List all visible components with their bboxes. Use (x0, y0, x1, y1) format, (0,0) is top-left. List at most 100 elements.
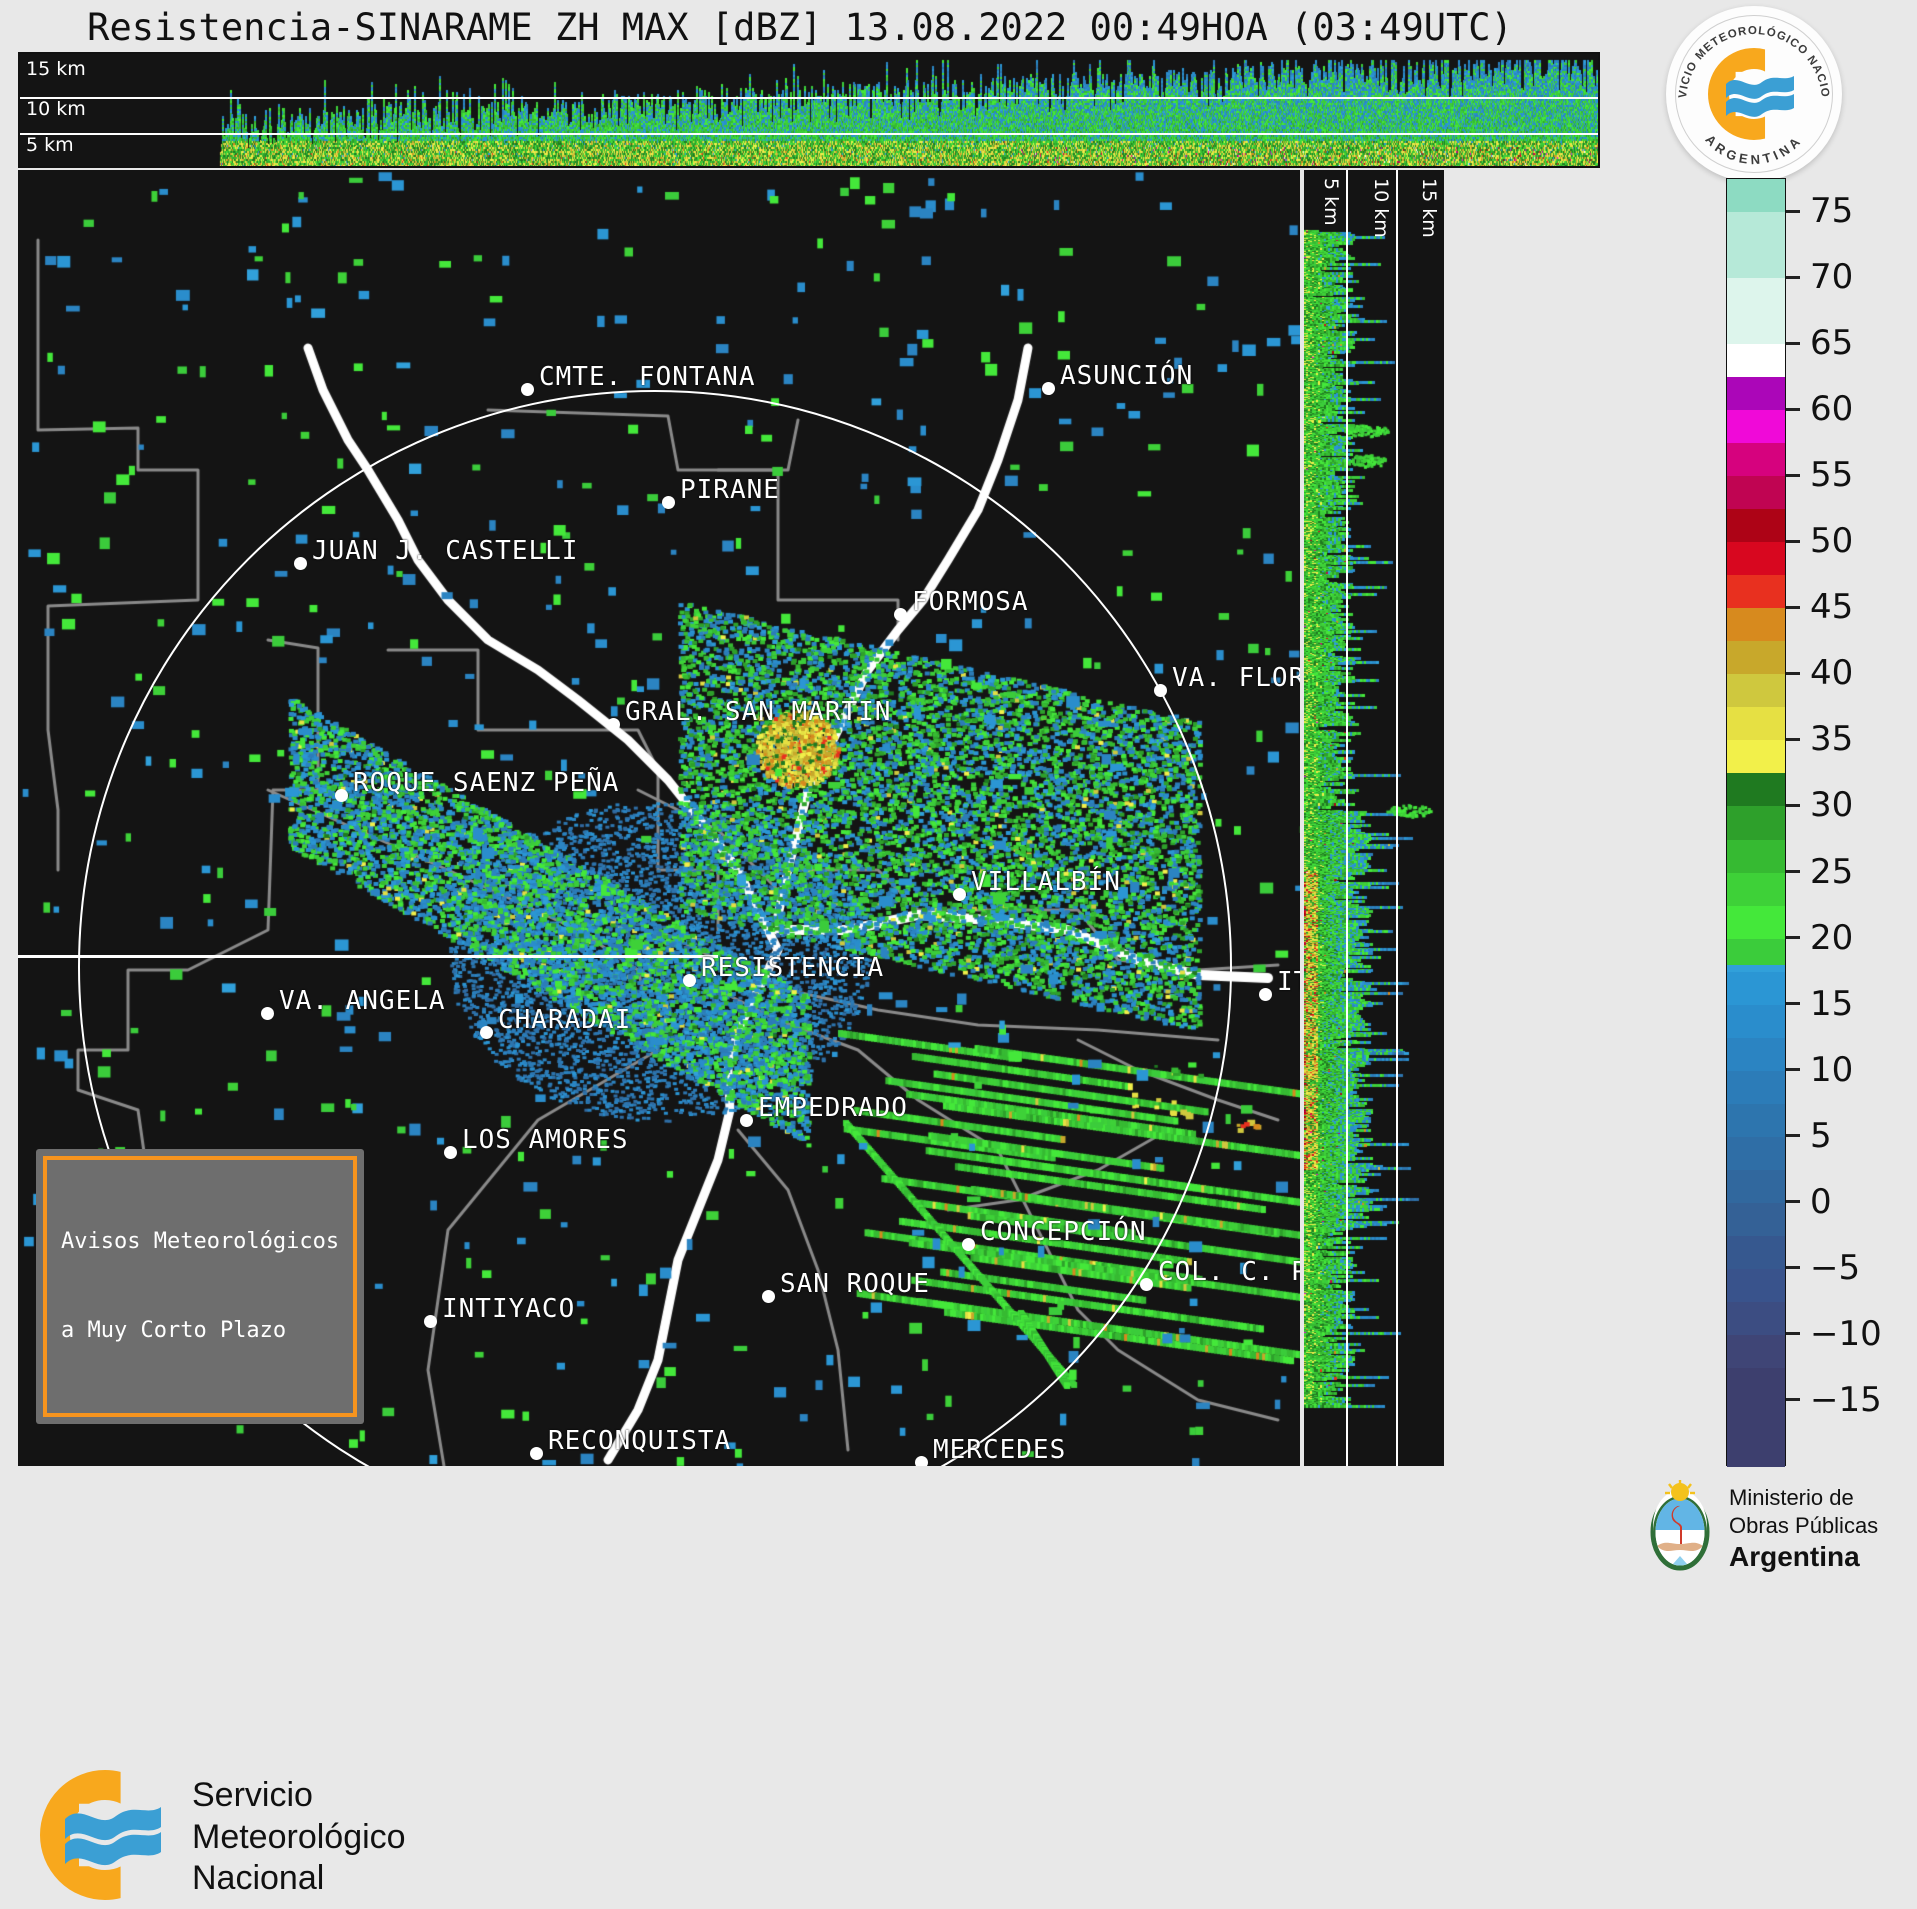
city-label: CHARADAI (498, 1005, 632, 1035)
colorbar (1726, 178, 1786, 1467)
colorbar-tick-label: 10 (1810, 1049, 1854, 1090)
city-label: ROQUE SAENZ PEÑA (353, 768, 620, 798)
ministry-logo-text: Ministerio de Obras Públicas Argentina (1729, 1484, 1878, 1574)
colorbar-tick-label: 35 (1810, 719, 1854, 760)
radar-map[interactable]: CMTE. FONTANA ASUNCIÓN PIRANE JUAN J. CASTE… (18, 170, 1300, 1466)
colorbar-segment (1727, 872, 1785, 906)
colorbar-segment (1727, 1268, 1785, 1302)
footer: Servicio Meteorológico Nacional (0, 1470, 1917, 1909)
city-dot-icon (1259, 988, 1272, 1001)
colorbar-tick-labels: −15 −10 −5 0 5 10 15 20 25 30 35 40 45 50 55 60 65 70 75 (1786, 178, 1916, 1466)
colorbar-segment (1727, 344, 1785, 378)
colorbar-segment (1727, 1037, 1785, 1071)
colorbar-gradient (1726, 178, 1786, 1467)
colorbar-segment (1727, 839, 1785, 873)
height-gridline-5km-v (1346, 170, 1348, 1466)
colorbar-tick-mark (1786, 1266, 1800, 1270)
colorbar-segment (1727, 1136, 1785, 1170)
colorbar-segment (1727, 476, 1785, 510)
colorbar-segment (1727, 674, 1785, 708)
smn-flag-waves-icon (1726, 76, 1794, 117)
colorbar-tick-mark (1786, 671, 1800, 675)
colorbar-tick-label: 55 (1810, 455, 1854, 496)
colorbar-tick-label: −5 (1810, 1247, 1861, 1288)
city-label: CONCEPCIÓN (980, 1217, 1147, 1247)
city-label: PIRANE (680, 475, 780, 505)
city-dot-icon (1042, 382, 1055, 395)
colorbar-segment (1727, 740, 1785, 774)
city-label: RECONQUISTA (548, 1426, 732, 1456)
warning-badge[interactable]: Avisos Meteorológicos a Muy Corto Plazo (36, 1148, 365, 1424)
smn-c-icon (1708, 48, 1800, 140)
smn-roundel-logo: SERVICIO METEOROLÓGICO NACIONAL ARGENTIN… (1666, 6, 1842, 182)
city-label: CMTE. FONTANA (539, 362, 756, 392)
colorbar-segment (1727, 707, 1785, 741)
colorbar-segment (1727, 965, 1785, 972)
colorbar-segment (1727, 971, 1785, 1005)
city-dot-icon (480, 1026, 493, 1039)
colorbar-tick-mark (1786, 275, 1800, 279)
city-label: COL. C. PELL (1158, 1257, 1300, 1287)
vertical-cross-section-panel: 5 km 10 km 15 km (1304, 170, 1444, 1466)
colorbar-tick-mark (1786, 1398, 1800, 1402)
colorbar-tick-label: −10 (1810, 1313, 1882, 1354)
city-dot-icon (1154, 684, 1167, 697)
colorbar-segment (1727, 938, 1785, 965)
latitude-line (18, 955, 718, 958)
city-dot-icon (261, 1007, 274, 1020)
colorbar-tick-label: 5 (1810, 1115, 1832, 1156)
city-dot-icon (521, 383, 534, 396)
page-title: Resistencia-SINARAME ZH MAX [dBZ] 13.08.… (87, 6, 1513, 49)
colorbar-segment (1727, 1004, 1785, 1038)
height-label-10km: 10 km (26, 98, 86, 120)
colorbar-tick-label: 20 (1810, 917, 1854, 958)
colorbar-tick-label: 50 (1810, 521, 1854, 562)
footer-ministry-logo: Ministerio de Obras Públicas Argentina (1647, 1480, 1878, 1578)
colorbar-tick-mark (1786, 1332, 1800, 1336)
colorbar-tick-label: 70 (1810, 257, 1854, 298)
argentina-coat-of-arms-icon (1650, 1480, 1710, 1571)
city-label: SAN ROQUE (780, 1269, 930, 1299)
colorbar-tick-mark (1786, 737, 1800, 741)
colorbar-tick-label: 65 (1810, 323, 1854, 364)
colorbar-tick-mark (1786, 473, 1800, 477)
warning-line-1: Avisos Meteorológicos (61, 1228, 340, 1254)
colorbar-segment (1727, 1202, 1785, 1236)
city-label: VA. FLORIDA (1172, 663, 1300, 693)
colorbar-segment (1727, 1070, 1785, 1104)
city-dot-icon (762, 1290, 775, 1303)
city-dot-icon (335, 789, 348, 802)
cross-section-top-canvas (20, 54, 1598, 166)
city-label: MERCEDES (933, 1435, 1067, 1465)
city-label: VILLALBÍN (971, 867, 1121, 897)
colorbar-segment (1727, 212, 1785, 279)
colorbar-segment (1727, 1334, 1785, 1368)
city-label: RESISTENCIA (701, 953, 885, 983)
city-label: JUAN J. CASTELLI (312, 536, 579, 566)
colorbar-segment (1727, 641, 1785, 675)
warning-badge-inner: Avisos Meteorológicos a Muy Corto Plazo (43, 1155, 358, 1417)
city-dot-icon (607, 718, 620, 731)
colorbar-tick-mark (1786, 407, 1800, 411)
colorbar-segment (1727, 1169, 1785, 1203)
colorbar-segment (1727, 575, 1785, 609)
colorbar-segment (1727, 443, 1785, 477)
smn-text-line-2: Meteorológico (192, 1817, 406, 1856)
colorbar-tick-mark (1786, 1200, 1800, 1204)
city-label: FORMOSA (912, 587, 1029, 617)
city-label: GRAL. SAN MARTIN (625, 697, 892, 727)
roundel-inner-ring (1675, 15, 1833, 173)
colorbar-tick-mark (1786, 1002, 1800, 1006)
colorbar-segment (1727, 1367, 1785, 1401)
colorbar-tick-mark (1786, 605, 1800, 609)
colorbar-tick-mark (1786, 803, 1800, 807)
colorbar-tick-label: 25 (1810, 851, 1854, 892)
colorbar-segment (1727, 1103, 1785, 1137)
city-dot-icon (683, 974, 696, 987)
city-dot-icon (662, 496, 675, 509)
city-label: LOS AMORES (462, 1125, 629, 1155)
horizontal-cross-section-panel: 15 km 10 km 5 km (18, 52, 1600, 168)
city-label: VA. ANGELA (279, 986, 446, 1016)
ministry-line-1: Ministerio de (1729, 1485, 1854, 1510)
smn-flag-waves-footer-icon (65, 1807, 161, 1866)
